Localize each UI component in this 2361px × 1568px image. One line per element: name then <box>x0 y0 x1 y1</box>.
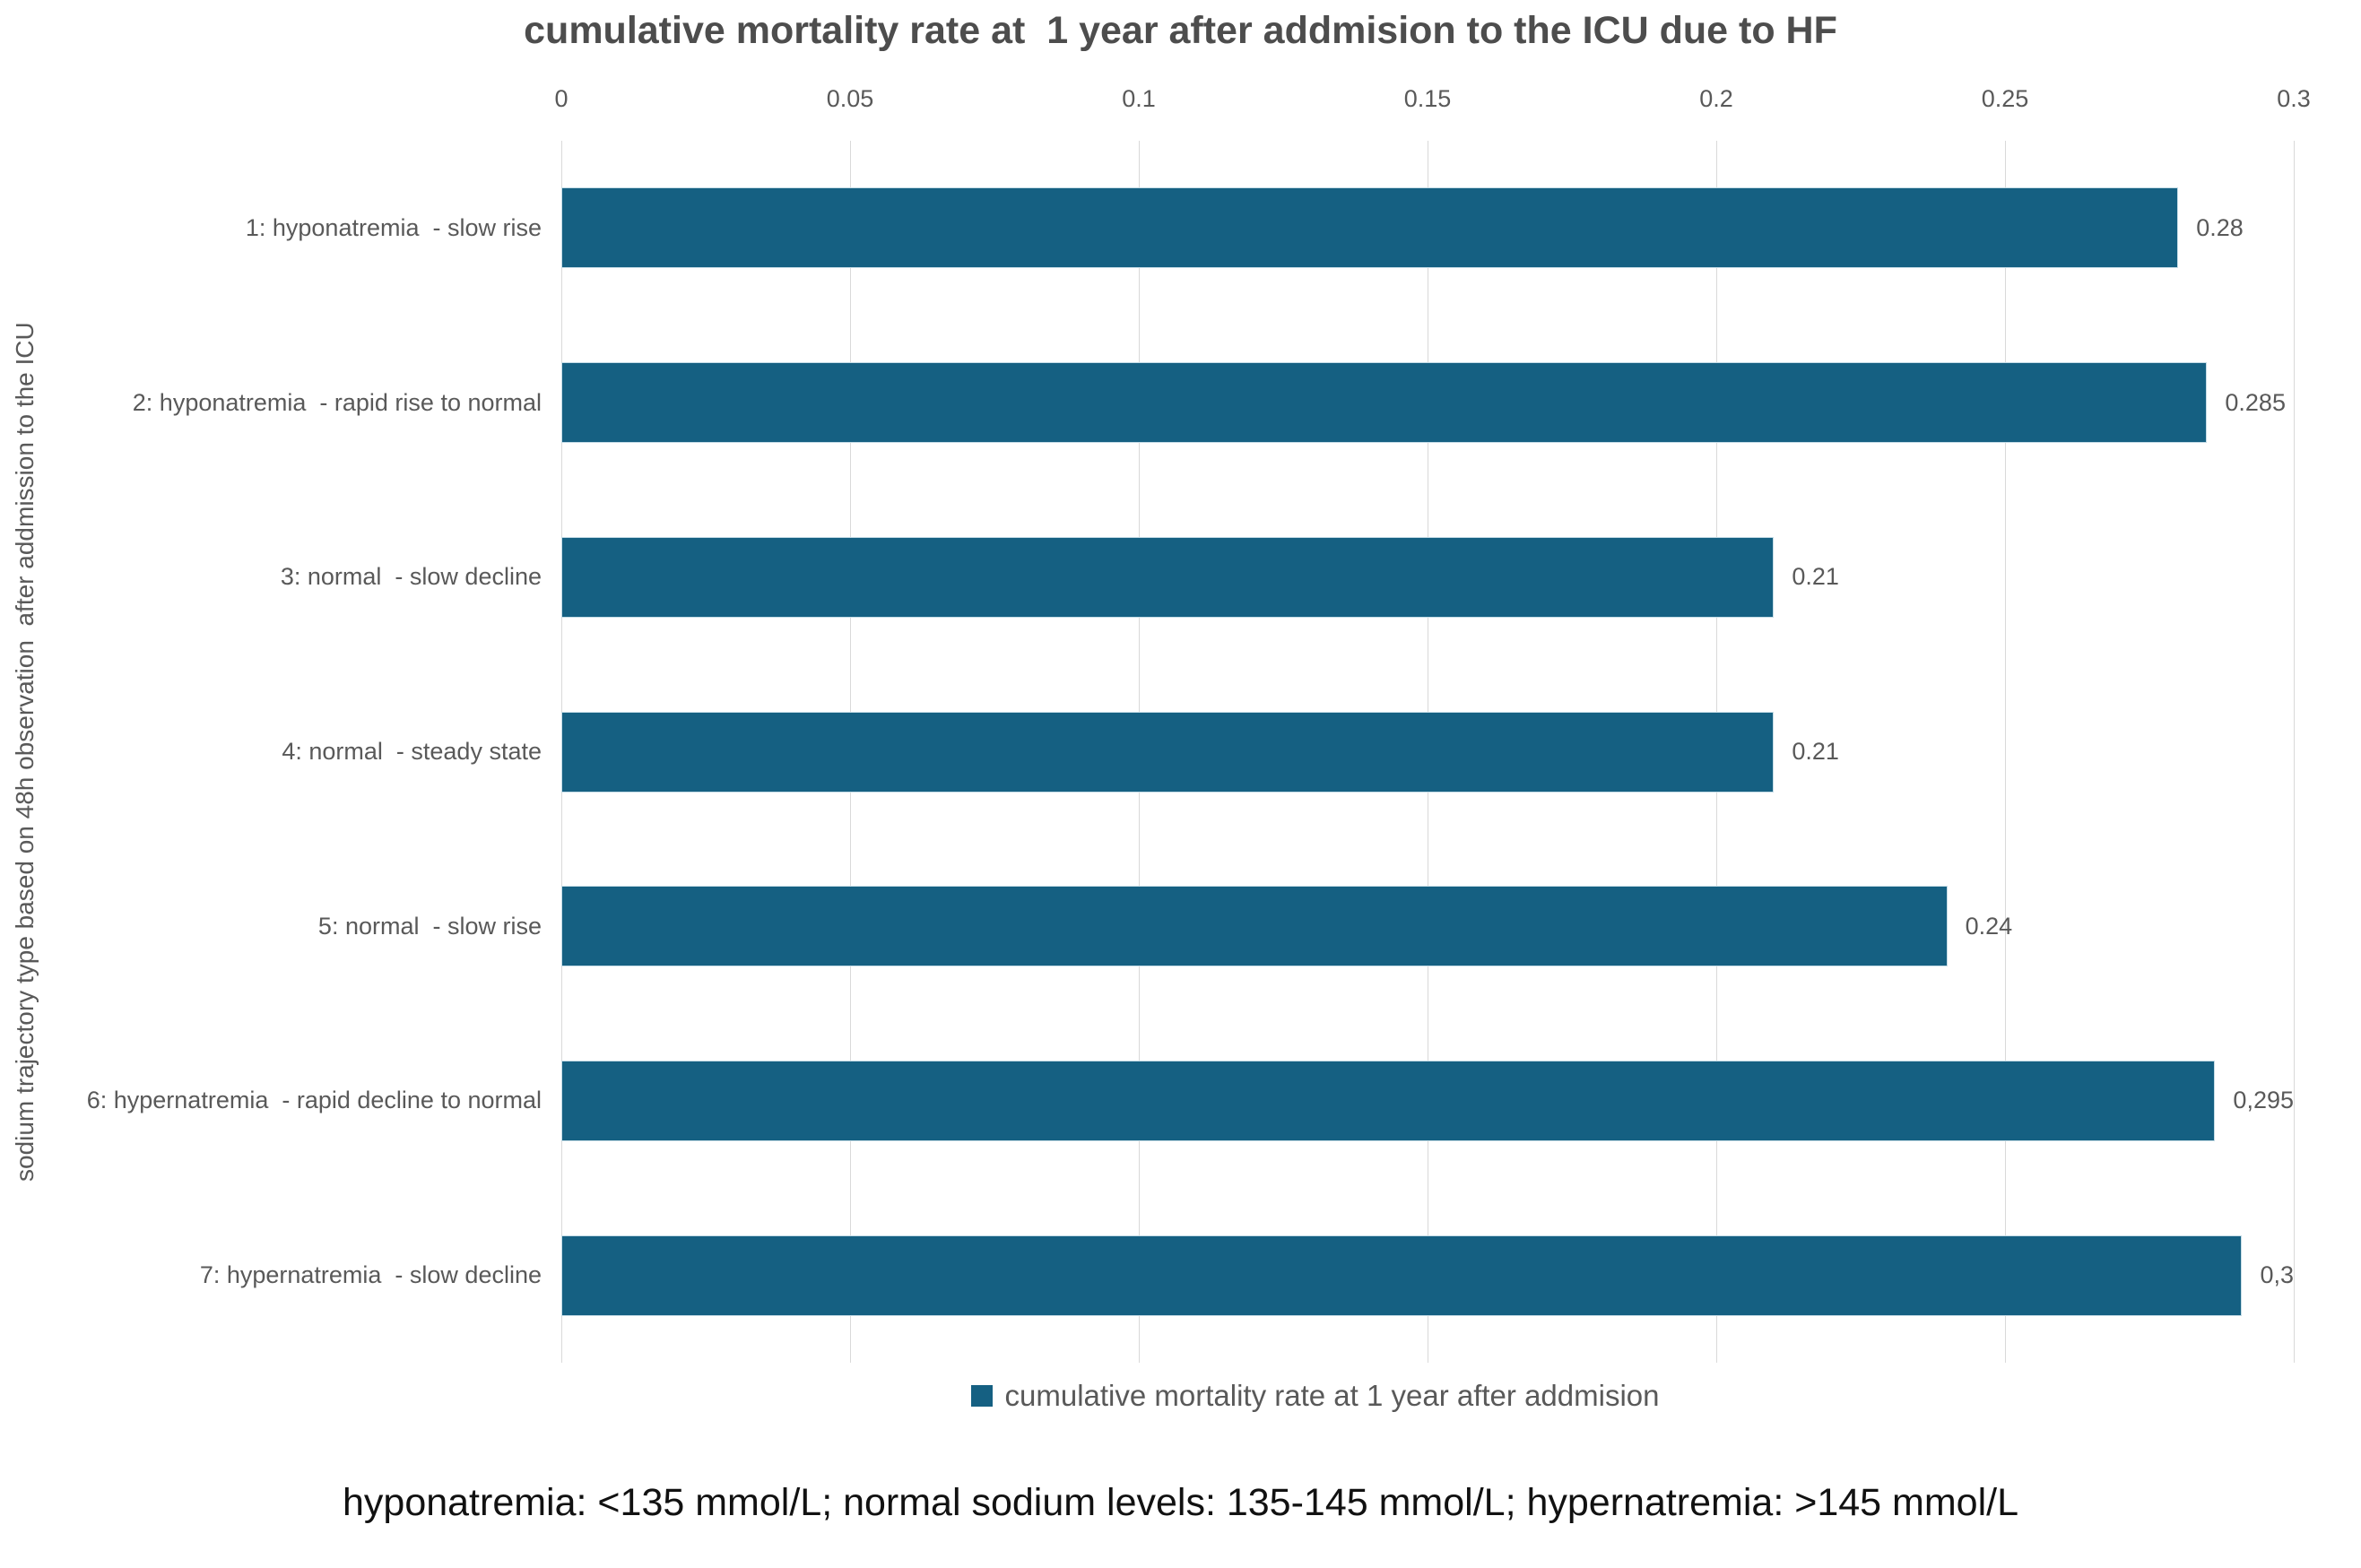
value-label: 0,295 <box>2233 1087 2294 1114</box>
bar-row: 4: normal - steady state 0.21 <box>282 664 2294 839</box>
value-label: 0.28 <box>2196 213 2244 241</box>
value-label: 0,3 <box>2260 1261 2294 1289</box>
bar-row: 3: normal - slow decline 0.21 <box>281 489 2294 664</box>
category-label: 1: hyponatremia - slow rise <box>245 213 542 241</box>
category-label: 5: normal - slow rise <box>317 912 542 940</box>
legend-marker-icon <box>970 1385 993 1407</box>
bar-row: 5: normal - slow rise 0.24 <box>318 839 2294 1014</box>
bar <box>561 711 1775 793</box>
x-tick-label: 0.15 <box>1403 85 1452 112</box>
x-tick-label: 0.1 <box>1122 85 1156 112</box>
bar <box>561 1060 2216 1141</box>
category-label: 4: normal - steady state <box>282 738 542 766</box>
value-label: 0.285 <box>2225 388 2286 416</box>
x-tick-label: 0.3 <box>2277 85 2311 112</box>
value-label: 0.24 <box>1965 912 2013 940</box>
category-label: 7: hypernatremia - slow decline <box>199 1261 542 1289</box>
bar-row: 6: hypernatremia - rapid decline to norm… <box>87 1014 2294 1189</box>
bar <box>561 886 1948 967</box>
value-label: 0.21 <box>1792 738 1839 766</box>
category-label: 2: hyponatremia - rapid rise to normal <box>132 388 542 416</box>
category-label: 6: hypernatremia - rapid decline to norm… <box>86 1087 542 1114</box>
chart-title: cumulative mortality rate at 1 year afte… <box>524 9 1837 52</box>
x-tick-label: 0 <box>554 85 569 112</box>
legend-label: cumulative mortality rate at 1 year afte… <box>1004 1379 1660 1412</box>
bar-row: 1: hyponatremia - slow rise 0.28 <box>246 141 2294 316</box>
plot-area: 0 0.05 0.1 0.15 0.2 0.25 0.3 1: hyponatr… <box>87 85 2311 1363</box>
bar-row: 7: hypernatremia - slow decline 0,3 <box>200 1188 2294 1363</box>
gridline-03 <box>2294 141 2295 1363</box>
bar <box>561 536 1775 618</box>
bar <box>561 187 2179 269</box>
legend: cumulative mortality rate at 1 year afte… <box>135 1379 2361 1413</box>
bar <box>561 362 2208 444</box>
bar-row: 2: hyponatremia - rapid rise to normal 0… <box>133 316 2294 490</box>
x-tick-label: 0.2 <box>1699 85 1733 112</box>
x-tick-label: 0.25 <box>1981 85 2029 112</box>
bar <box>561 1234 2243 1316</box>
gridline-025 <box>2004 141 2006 1363</box>
x-tick-label: 0.05 <box>826 85 874 112</box>
value-label: 0.21 <box>1792 563 1839 591</box>
category-label: 3: normal - slow decline <box>280 563 542 591</box>
bar-rows: 1: hyponatremia - slow rise 0.28 2: hypo… <box>87 141 2294 1363</box>
footnote: hyponatremia: <135 mmol/L; normal sodium… <box>342 1481 2018 1524</box>
